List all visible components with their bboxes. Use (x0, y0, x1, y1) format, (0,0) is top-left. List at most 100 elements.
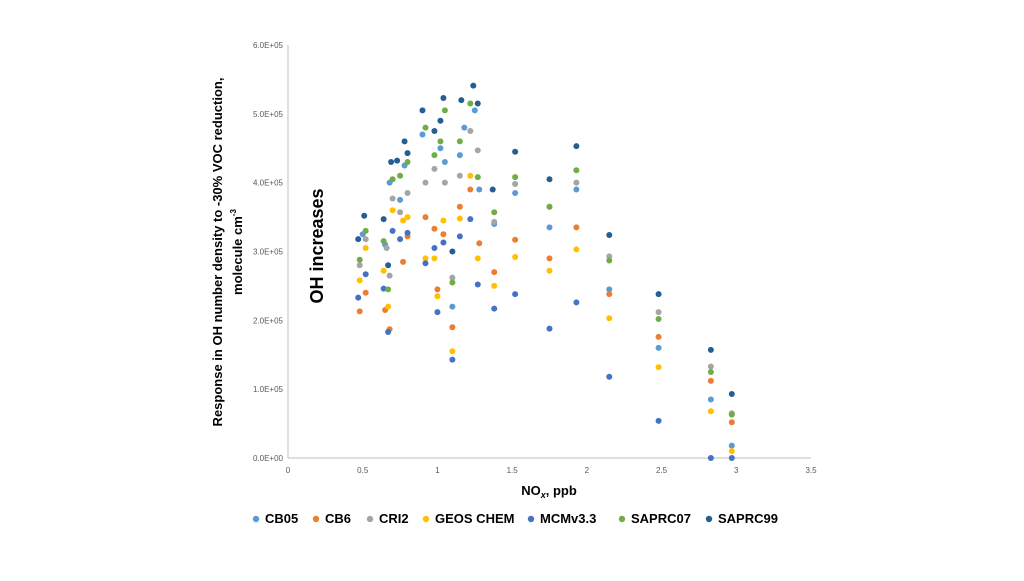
y-axis-title-superscript: -3 (229, 209, 238, 217)
data-point-cri2 (362, 236, 369, 243)
x-tick-label: 1 (435, 466, 440, 475)
data-point-saprc99 (474, 100, 481, 107)
data-point-cb6 (707, 377, 714, 384)
data-point-cri2 (383, 245, 390, 252)
data-point-mcmv3-3 (491, 305, 498, 312)
x-tick-label: 2.5 (656, 466, 668, 475)
data-point-saprc07 (606, 257, 613, 264)
data-point-saprc07 (397, 172, 404, 179)
data-point-mcmv3-3 (362, 271, 369, 278)
legend-label-cb6: CB6 (325, 511, 351, 526)
data-point-cri2 (707, 363, 714, 370)
data-point-mcmv3-3 (449, 356, 456, 363)
data-point-cb6 (655, 333, 662, 340)
data-point-geos-chem (380, 267, 387, 274)
x-axis-title-subscript: x (540, 490, 547, 500)
data-point-cb05 (573, 186, 580, 193)
legend-marker-geos-chem (422, 515, 430, 523)
data-point-cb6 (434, 286, 441, 293)
data-point-cb6 (728, 419, 735, 426)
data-point-mcmv3-3 (355, 294, 362, 301)
data-point-geos-chem (449, 348, 456, 355)
data-point-saprc07 (512, 174, 519, 181)
data-point-saprc99 (388, 159, 395, 166)
data-point-mcmv3-3 (434, 309, 441, 316)
data-point-mcmv3-3 (467, 216, 474, 223)
data-point-geos-chem (422, 255, 429, 262)
data-point-cri2 (389, 195, 396, 202)
data-point-saprc99 (440, 95, 447, 102)
data-point-geos-chem (573, 246, 580, 253)
legend-label-geos-chem: GEOS CHEM (435, 511, 514, 526)
data-point-geos-chem (467, 172, 474, 179)
data-point-cri2 (404, 189, 411, 196)
data-point-mcmv3-3 (546, 325, 553, 332)
y-tick-label: 3.0E+05 (253, 248, 284, 257)
data-point-saprc07 (380, 238, 387, 245)
data-point-mcmv3-3 (573, 299, 580, 306)
data-point-saprc99 (449, 248, 456, 255)
data-point-saprc99 (470, 82, 477, 89)
oh-increases-annotation: OH increases (307, 188, 327, 303)
data-point-geos-chem (440, 217, 447, 224)
data-point-geos-chem (512, 254, 519, 261)
legend: CB05 CB6 CRI2 GEOS CHEM MCMv3.3 SAPRC07 SAPRC9… (252, 511, 778, 526)
x-tick-label: 3 (734, 466, 739, 475)
data-point-cri2 (606, 253, 613, 260)
data-point-saprc07 (707, 368, 714, 375)
data-point-geos-chem (655, 364, 662, 371)
data-point-cb05 (419, 131, 426, 138)
data-point-cb05 (471, 107, 478, 114)
data-point-mcmv3-3 (707, 455, 714, 461)
data-point-cb6 (456, 203, 463, 210)
data-point-saprc07 (404, 159, 411, 166)
data-point-mcmv3-3 (456, 233, 463, 240)
data-point-geos-chem (431, 255, 438, 262)
data-point-geos-chem (400, 217, 407, 224)
x-axis-title-rest: , ppb (546, 483, 577, 498)
data-point-cb05 (728, 442, 735, 449)
data-point-cb6 (491, 269, 498, 276)
data-point-cb05 (606, 286, 613, 293)
data-point-cb05 (449, 303, 456, 310)
data-point-saprc07 (356, 256, 363, 263)
data-point-saprc99 (546, 176, 553, 183)
data-point-geos-chem (434, 293, 441, 300)
legend-label-cri2: CRI2 (379, 511, 409, 526)
legend-marker-saprc07 (618, 515, 626, 523)
data-point-mcmv3-3 (397, 236, 404, 243)
data-point-cb6 (422, 214, 429, 221)
data-point-geos-chem (385, 303, 392, 310)
data-point-geos-chem (389, 207, 396, 214)
data-point-saprc99 (512, 148, 519, 155)
data-point-saprc99 (573, 143, 580, 150)
data-point-cb05 (707, 396, 714, 403)
data-point-cb05 (437, 145, 444, 152)
data-point-cri2 (397, 209, 404, 216)
data-point-saprc07 (362, 227, 369, 234)
data-point-cri2 (573, 179, 580, 186)
data-point-cri2 (655, 309, 662, 316)
data-point-geos-chem (356, 277, 363, 284)
data-point-saprc99 (361, 212, 368, 219)
legend-marker-cri2 (366, 515, 374, 523)
data-point-cb6 (400, 258, 407, 265)
data-point-saprc99 (419, 107, 426, 114)
legend-marker-mcmv3-3 (527, 515, 535, 523)
data-point-saprc07 (389, 176, 396, 183)
data-point-cb6 (356, 308, 363, 315)
data-point-mcmv3-3 (404, 229, 411, 236)
y-axis-title-line2: molecule cm-3 (229, 209, 245, 295)
data-point-cb05 (441, 159, 448, 166)
data-point-cri2 (386, 272, 393, 279)
data-point-geos-chem (491, 282, 498, 289)
data-point-saprc07 (474, 174, 481, 181)
x-tick-label: 1.5 (507, 466, 519, 475)
y-axis-title-line2-main: molecule cm (230, 216, 245, 295)
data-point-mcmv3-3 (728, 455, 735, 461)
data-point-saprc07 (456, 138, 463, 145)
data-point-cri2 (441, 179, 448, 186)
legend-label-cb05: CB05 (265, 511, 298, 526)
y-tick-label: 1.0E+05 (253, 385, 284, 394)
